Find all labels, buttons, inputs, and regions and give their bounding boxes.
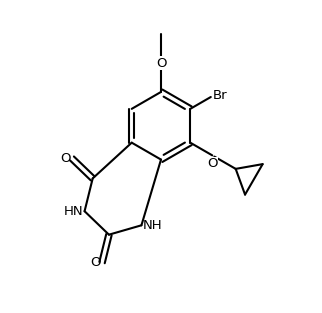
- Text: O: O: [90, 256, 100, 269]
- Text: HN: HN: [63, 205, 83, 218]
- Text: NH: NH: [143, 219, 163, 232]
- Text: O: O: [156, 57, 166, 70]
- Text: O: O: [60, 152, 71, 165]
- Text: Br: Br: [212, 89, 227, 102]
- Text: O: O: [207, 157, 217, 170]
